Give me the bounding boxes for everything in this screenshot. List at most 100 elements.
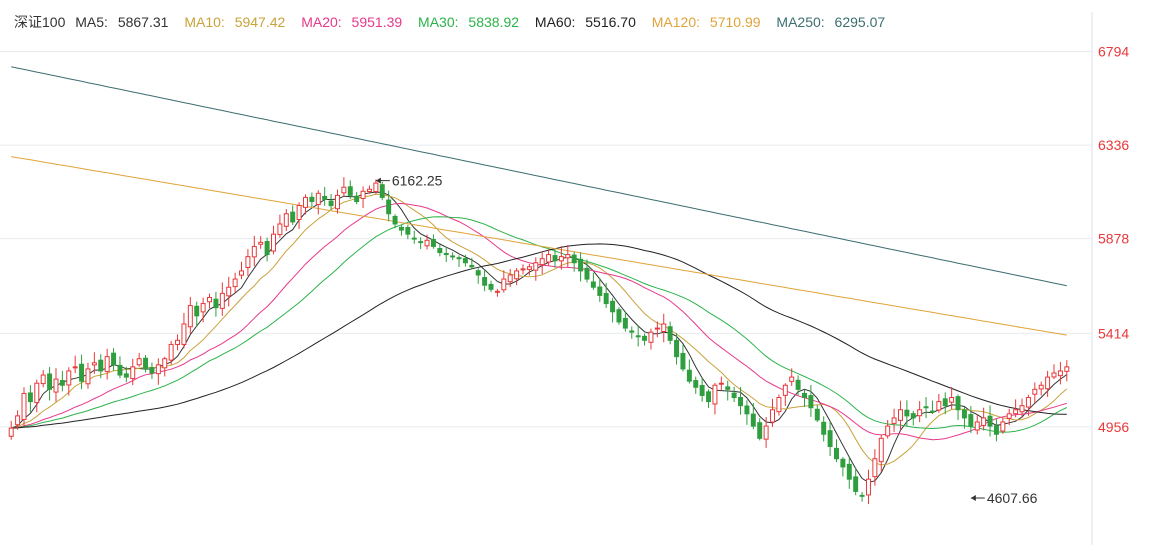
candle: [450, 252, 456, 261]
candle: [795, 375, 801, 396]
candle: [1013, 399, 1019, 418]
candle: [245, 249, 251, 276]
candle: [21, 387, 27, 427]
candle: [629, 326, 635, 339]
candle: [597, 278, 603, 302]
candle: [315, 190, 321, 215]
candle: [885, 419, 891, 439]
candle: [808, 384, 814, 417]
legend-ma250: MA250: 6295.07: [776, 14, 886, 30]
candle: [507, 268, 513, 288]
candle: [219, 282, 225, 316]
candle: [79, 354, 85, 390]
candles: [8, 177, 1070, 505]
candle: [558, 246, 564, 270]
candle: [1006, 408, 1012, 426]
candle: [539, 252, 545, 275]
candle: [846, 457, 852, 489]
candle: [66, 367, 72, 396]
candle: [910, 410, 916, 426]
svg-text:4607.66: 4607.66: [987, 490, 1038, 506]
high-annotation: 6162.25: [375, 173, 443, 189]
candle: [40, 369, 46, 388]
candle: [149, 362, 155, 379]
ma20-line: [11, 202, 1067, 441]
candle: [168, 340, 174, 365]
candle: [552, 249, 558, 268]
candle: [667, 321, 673, 345]
candle: [47, 367, 53, 401]
candle: [654, 321, 660, 338]
candle: [130, 358, 136, 386]
legend-ma30: MA30: 5838.92: [418, 14, 520, 30]
candle: [213, 291, 219, 317]
candle: [738, 387, 744, 415]
candle: [622, 311, 628, 332]
candle: [15, 410, 21, 430]
candle: [993, 419, 999, 442]
candle: [949, 387, 955, 409]
candle: [53, 368, 59, 402]
candle: [398, 224, 404, 236]
candle: [488, 280, 494, 293]
candle: [111, 348, 117, 371]
candle: [1000, 417, 1006, 434]
grid-lines: [0, 12, 1093, 545]
candle: [725, 380, 731, 401]
candle: [546, 249, 552, 266]
candle: [802, 389, 807, 408]
index-name: 深证100: [14, 14, 66, 30]
candle: [392, 214, 398, 229]
ma10-line: [11, 193, 1068, 466]
candle: [360, 186, 366, 208]
candle: [731, 386, 737, 403]
candle: [456, 255, 462, 268]
candle: [897, 400, 903, 431]
candle: [462, 254, 468, 267]
candle: [373, 179, 379, 195]
candle: [757, 418, 763, 441]
candle: [744, 400, 750, 425]
candle: [872, 449, 878, 486]
candle: [1019, 398, 1025, 418]
candle: [750, 402, 756, 430]
candle: [865, 469, 871, 505]
candle: [334, 189, 340, 214]
candle: [91, 352, 97, 374]
y-tick-label: 5414: [1098, 325, 1129, 341]
candle: [578, 252, 584, 282]
ma60-line: [11, 243, 1067, 429]
candle: [258, 236, 264, 249]
candle: [482, 269, 488, 292]
candle: [117, 356, 123, 379]
candle: [187, 296, 193, 335]
candle: [366, 185, 372, 194]
legend-ma20: MA20: 5951.39: [301, 14, 403, 30]
candle: [411, 230, 417, 244]
candle: [200, 297, 206, 323]
candle: [72, 355, 78, 374]
candle: [181, 312, 187, 349]
candle: [328, 193, 334, 210]
candle: [878, 434, 884, 472]
candle: [386, 190, 392, 222]
candle: [347, 180, 353, 199]
candle: [155, 358, 161, 385]
y-axis: 6794 6336 5878 5414 4956: [1098, 44, 1129, 435]
candle: [891, 408, 897, 433]
candle: [981, 407, 987, 431]
candle: [469, 257, 475, 270]
candle: [853, 467, 859, 496]
candle: [533, 257, 539, 281]
legend-ma5: MA5: 5867.31: [75, 14, 169, 30]
candle: [123, 366, 129, 383]
candle: [712, 382, 718, 415]
candle: [34, 379, 40, 413]
candle: [1045, 370, 1051, 397]
candle: [674, 333, 680, 365]
candle: [571, 251, 577, 272]
candle: [405, 224, 411, 240]
candle: [226, 276, 232, 307]
candle: [859, 491, 865, 502]
